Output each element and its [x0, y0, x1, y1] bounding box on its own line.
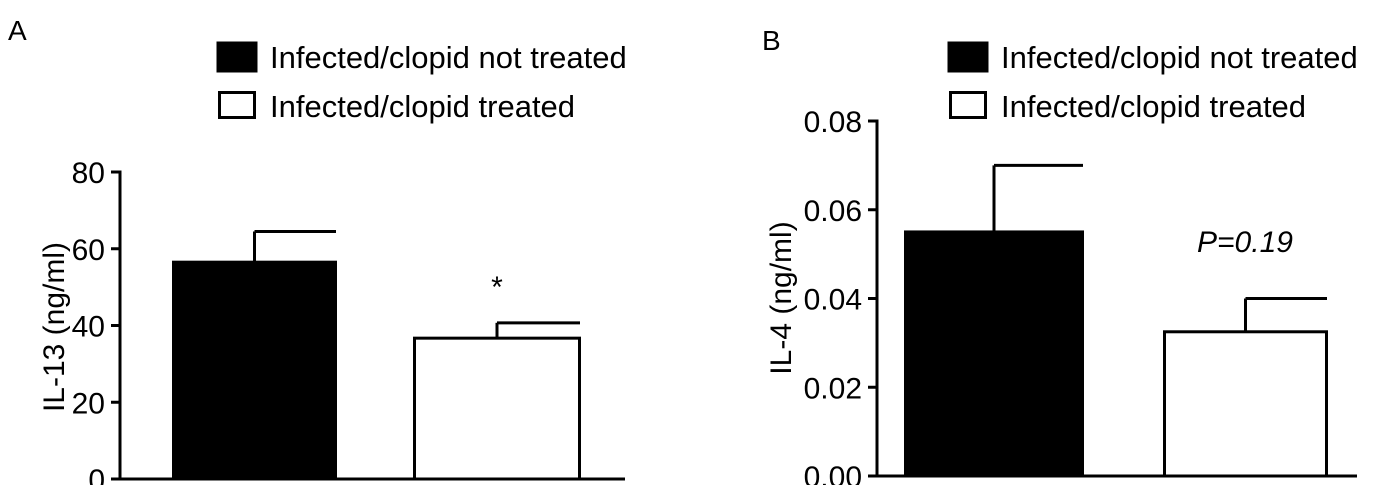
panel-b-bar-not-treated: [904, 230, 1084, 478]
panel-a-letter: A: [8, 15, 27, 46]
panel-b-y-tick-label: 0.02: [804, 372, 862, 405]
panel-b-legend-swatch-treated: [949, 91, 987, 119]
panel-a: A Infected/clopid not treated Infected/c…: [8, 15, 627, 485]
panel-a-y-tick-label: 80: [72, 157, 105, 190]
panel-a-bar-not-treated: [172, 260, 337, 481]
panel-b-legend-label-treated: Infected/clopid treated: [1001, 89, 1306, 124]
panel-a-legend-label-treated: Infected/clopid treated: [270, 89, 575, 124]
panel-b-y-tick-label: 0.06: [804, 195, 862, 228]
panel-b-letter: B: [762, 25, 781, 56]
panel-b-y-tick-label: 0.08: [804, 106, 862, 139]
panel-b: B Infected/clopid not treated Infected/c…: [762, 25, 1358, 485]
panel-b-legend: Infected/clopid not treated Infected/clo…: [947, 40, 1358, 124]
panel-b-plot-area: 0.00 0.02 0.04 0.06 0.08: [804, 106, 1357, 485]
panel-b-p-value: P=0.19: [1197, 226, 1293, 259]
panel-a-legend-swatch-treated: [218, 91, 256, 119]
panel-b-bar-treated: [1163, 330, 1328, 478]
panel-a-significance-marker: *: [491, 271, 503, 304]
panel-a-plot-area: 0 20 40 60 80: [72, 157, 625, 485]
panel-a-bar-treated: [413, 336, 581, 481]
panel-b-legend-label-not-treated: Infected/clopid not treated: [1001, 40, 1358, 75]
panel-a-legend-swatch-not-treated: [216, 41, 258, 73]
panel-a-legend: Infected/clopid not treated Infected/clo…: [216, 40, 627, 124]
panel-a-y-tick-label: 60: [72, 234, 105, 267]
panel-a-y-tick-label: 0: [88, 464, 105, 485]
panel-b-legend-swatch-not-treated: [947, 41, 989, 73]
panel-b-y-tick-label: 0.00: [804, 461, 862, 485]
panel-a-y-axis-title: IL-13 (ng/ml): [38, 242, 71, 412]
panel-b-y-axis-title: IL-4 (ng/ml): [765, 221, 798, 374]
panel-b-y-tick-label: 0.04: [804, 284, 862, 317]
panel-a-y-tick-label: 20: [72, 387, 105, 420]
panel-a-legend-label-not-treated: Infected/clopid not treated: [270, 40, 627, 75]
panel-a-y-tick-label: 40: [72, 311, 105, 344]
